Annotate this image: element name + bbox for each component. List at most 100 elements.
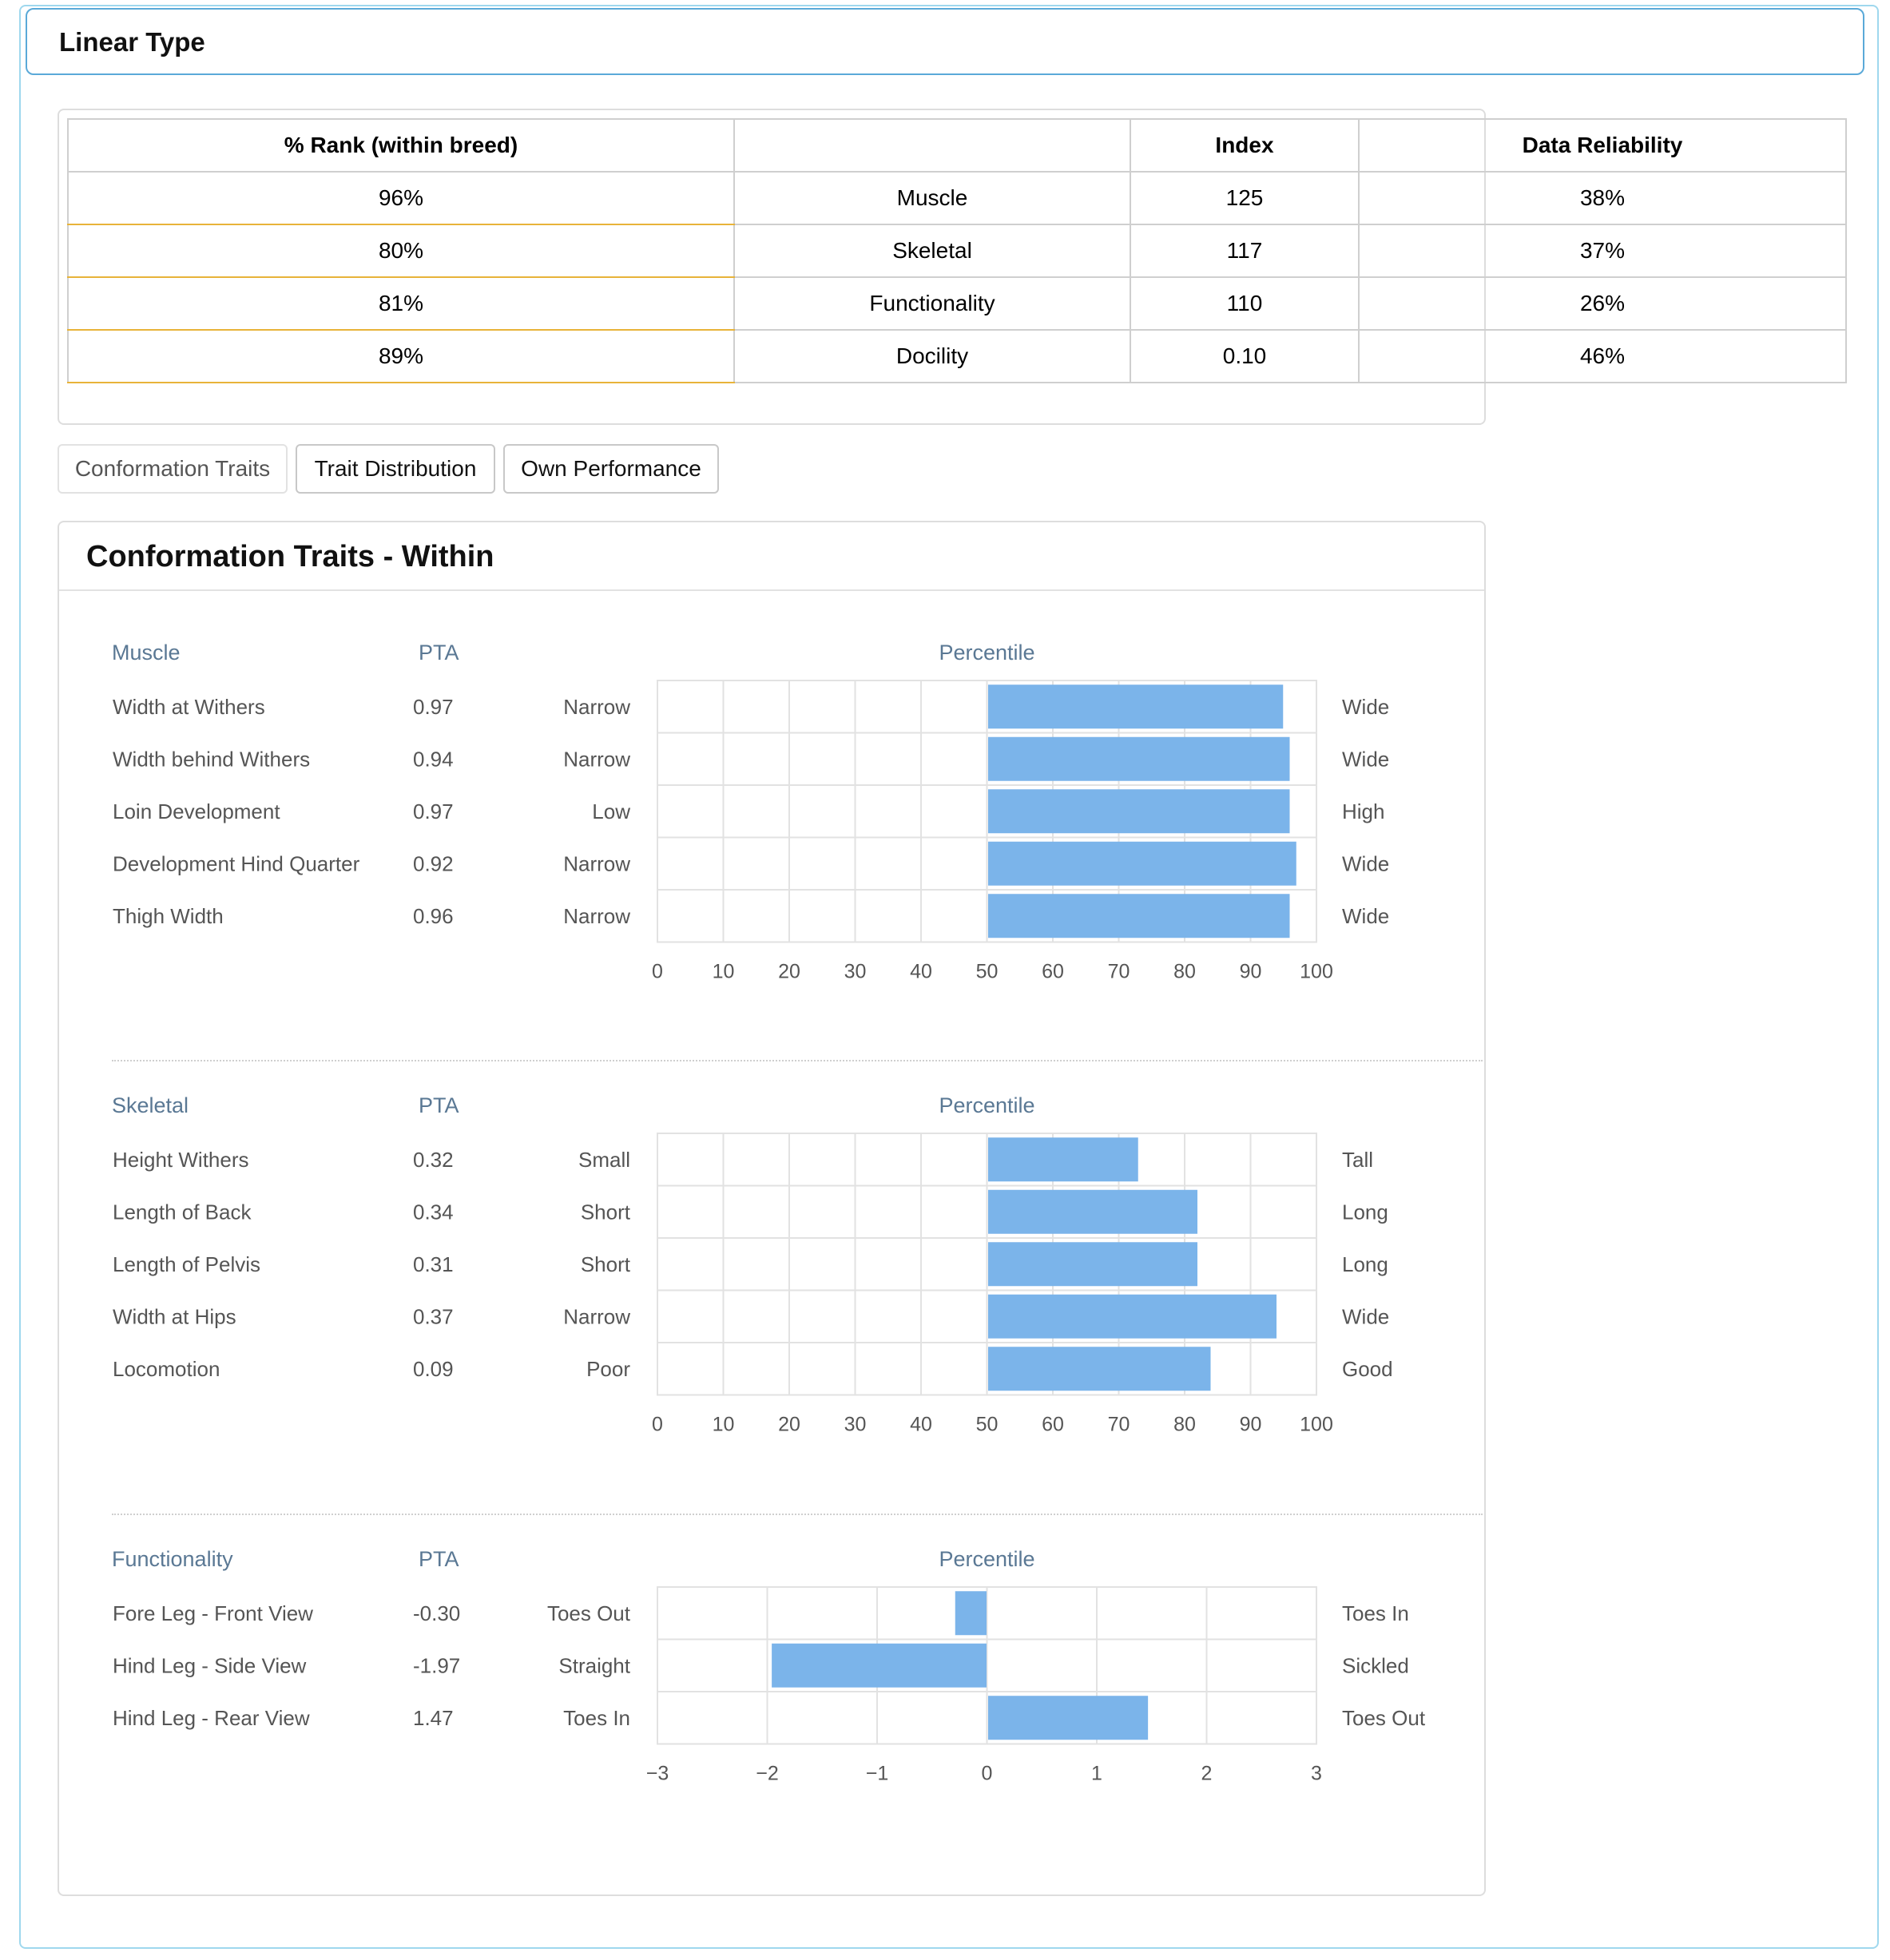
column-header-reliability: Data Reliability [1358, 118, 1847, 173]
tick-label: −1 [866, 1763, 889, 1785]
trait-cell: Muscle [733, 171, 1131, 225]
reliability-cell: 26% [1358, 276, 1847, 331]
table-row: 80% Skeletal 117 37% [67, 224, 1847, 278]
pta-value: 0.32 [413, 1148, 454, 1172]
section-divider [112, 1060, 1483, 1061]
trait-cell: Functionality [733, 276, 1131, 331]
tick-label: 0 [652, 961, 663, 983]
percentile-header: Percentile [939, 641, 1034, 665]
tick-label: 10 [713, 961, 735, 983]
percentile-bar [955, 1591, 987, 1636]
tick-label: 30 [844, 1414, 867, 1436]
high-end-label: Toes In [1342, 1601, 1409, 1625]
index-cell: 117 [1130, 224, 1360, 278]
pta-value: 0.37 [413, 1304, 454, 1328]
high-end-label: Wide [1342, 904, 1389, 928]
percentile-bar [988, 789, 1290, 834]
title-bar: Linear Type [26, 8, 1864, 75]
low-end-label: Low [592, 799, 630, 823]
tick-label: 90 [1240, 1414, 1262, 1436]
low-end-label: Narrow [563, 1304, 630, 1328]
trait-name: Thigh Width [113, 904, 224, 928]
trait-cell: Docility [733, 329, 1131, 383]
tab-conformation-traits[interactable]: Conformation Traits [58, 444, 288, 494]
high-end-label: Tall [1342, 1148, 1373, 1172]
tick-label: 50 [976, 1414, 999, 1436]
pta-value: 0.94 [413, 747, 454, 771]
tick-label: 90 [1240, 961, 1262, 983]
tick-label: 60 [1042, 961, 1064, 983]
high-end-label: Toes Out [1342, 1706, 1426, 1730]
tick-label: 2 [1201, 1763, 1213, 1785]
trait-name: Hind Leg - Side View [113, 1653, 307, 1677]
trait-name: Hind Leg - Rear View [113, 1706, 310, 1730]
reliability-cell: 37% [1358, 224, 1847, 278]
low-end-label: Narrow [563, 904, 630, 928]
section-divider [112, 1514, 1483, 1515]
percentile-bar [988, 1347, 1211, 1391]
tick-label: 60 [1042, 1414, 1064, 1436]
rank-cell: 81% [67, 276, 735, 331]
tab-trait-distribution[interactable]: Trait Distribution [296, 444, 495, 494]
percentile-bar [772, 1643, 987, 1688]
percentile-bar [988, 736, 1290, 781]
group-label: Skeletal [112, 1093, 189, 1117]
pta-value: -1.97 [413, 1653, 460, 1677]
rank-cell: 89% [67, 329, 735, 383]
rank-cell: 80% [67, 224, 735, 278]
tick-label: 100 [1300, 1414, 1333, 1436]
low-end-label: Straight [558, 1653, 630, 1677]
low-end-label: Toes In [563, 1706, 630, 1730]
tick-label: 40 [910, 1414, 932, 1436]
tick-label: 0 [982, 1763, 993, 1785]
low-end-label: Narrow [563, 747, 630, 771]
tick-label: 3 [1311, 1763, 1322, 1785]
tick-label: −3 [646, 1763, 669, 1785]
high-end-label: Wide [1342, 1304, 1389, 1328]
table-row: 89% Docility 0.10 46% [67, 329, 1847, 383]
high-end-label: High [1342, 799, 1384, 823]
column-header-index: Index [1130, 118, 1360, 173]
high-end-label: Long [1342, 1200, 1388, 1224]
high-end-label: Wide [1342, 695, 1389, 719]
tick-label: 30 [844, 961, 867, 983]
pta-value: 0.09 [413, 1357, 454, 1381]
low-end-label: Narrow [563, 695, 630, 719]
tab-own-performance[interactable]: Own Performance [503, 444, 719, 494]
trait-name: Fore Leg - Front View [113, 1601, 313, 1625]
high-end-label: Long [1342, 1252, 1388, 1276]
trait-name: Width behind Withers [113, 747, 310, 771]
pta-value: 0.96 [413, 904, 454, 928]
table-row: 96% Muscle 125 38% [67, 171, 1847, 225]
index-cell: 110 [1130, 276, 1360, 331]
rank-cell: 96% [67, 171, 735, 225]
table-row: 81% Functionality 110 26% [67, 276, 1847, 331]
trait-name: Width at Withers [113, 695, 265, 719]
tick-label: 20 [778, 1414, 800, 1436]
tick-label: 80 [1173, 1414, 1196, 1436]
tick-label: 80 [1173, 961, 1196, 983]
percentile-bar [988, 1137, 1138, 1182]
group-label: Functionality [112, 1547, 233, 1571]
percentile-bar [988, 841, 1296, 886]
low-end-label: Narrow [563, 851, 630, 875]
tick-label: 70 [1108, 1414, 1130, 1436]
trait-name: Length of Pelvis [113, 1252, 260, 1276]
reliability-cell: 38% [1358, 171, 1847, 225]
summary-table: % Rank (within breed) Index Data Reliabi… [67, 118, 1847, 383]
percentile-bar [988, 1189, 1197, 1234]
pta-value: -0.30 [413, 1601, 460, 1625]
percentile-header: Percentile [939, 1093, 1034, 1117]
low-end-label: Poor [586, 1357, 630, 1381]
tick-label: 0 [652, 1414, 663, 1436]
group-label: Muscle [112, 641, 181, 665]
trait-name: Width at Hips [113, 1304, 236, 1328]
high-end-label: Wide [1342, 851, 1389, 875]
percentile-header: Percentile [939, 1547, 1034, 1571]
percentile-bar [988, 684, 1284, 729]
trait-name: Height Withers [113, 1148, 249, 1172]
high-end-label: Good [1342, 1357, 1393, 1381]
column-header-trait [733, 118, 1131, 173]
panel-header: Conformation Traits - Within [59, 522, 1484, 591]
